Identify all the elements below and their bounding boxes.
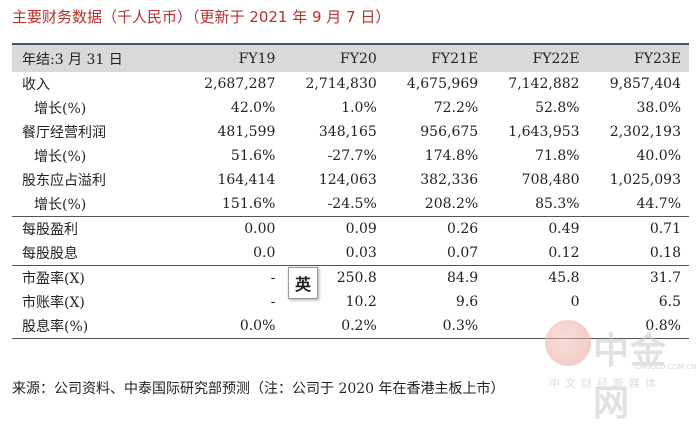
column-header-fiscal-year-end: 年结:3 月 31 日 <box>22 51 123 68</box>
table-cell: 2,714,830 <box>305 76 377 92</box>
table-cell: -24.5% <box>327 196 377 212</box>
table-cell: 208.2% <box>424 196 479 212</box>
watermark-name: 中金网 <box>593 331 668 424</box>
table-cell: 0.26 <box>384 216 487 241</box>
ime-popup[interactable]: 英 <box>288 267 318 299</box>
row-label: 股东应占溢利 <box>22 173 106 189</box>
row-label: 市账率(X) <box>22 295 85 311</box>
table-cell: 9.6 <box>455 294 479 310</box>
table-cell: 0.2% <box>283 314 385 339</box>
column-header-fy23e: FY23E <box>634 50 681 67</box>
table-cell: 0.3% <box>384 314 487 339</box>
table-cell: 174.8% <box>424 148 479 164</box>
table-cell: 85.3% <box>535 196 580 212</box>
table-row-pe-ratio: 市盈率(X) - 250.8 84.9 45.8 31.7 <box>12 265 689 290</box>
row-label: 股息率(%) <box>12 314 182 339</box>
table-row-net-profit: 股东应占溢利 164,414 124,063 382,336 708,480 1… <box>12 168 689 192</box>
header-rule <box>12 43 689 45</box>
table-cell: 6.5 <box>658 294 681 310</box>
table-cell: 0.07 <box>447 245 479 261</box>
table-cell: 2,302,193 <box>609 124 681 140</box>
table-row-revenue: 收入 2,687,287 2,714,830 4,675,969 7,142,8… <box>12 72 689 96</box>
table-row-restaurant-operating-profit: 餐厅经营利润 481,599 348,165 956,675 1,643,953… <box>12 120 689 144</box>
table-cell: 0.8% <box>587 314 689 339</box>
column-header-fy22e: FY22E <box>532 50 580 67</box>
table-cell: 382,336 <box>420 172 479 188</box>
column-header-fy19: FY19 <box>238 50 276 67</box>
table-cell: 44.7% <box>636 196 681 212</box>
table-cell: 1,643,953 <box>508 124 580 140</box>
table-cell: 7,142,882 <box>508 76 580 92</box>
table-row-operating-profit-growth: 增长(%) 51.6% -27.7% 174.8% 71.8% 40.0% <box>12 144 689 168</box>
table-cell: 71.8% <box>535 148 580 164</box>
table-cell: 481,599 <box>217 124 276 140</box>
table-cell: 0 <box>570 294 580 310</box>
table-cell: 1,025,093 <box>609 172 681 188</box>
table-cell: - <box>270 294 276 310</box>
table-cell: 708,480 <box>521 172 580 188</box>
row-label: 收入 <box>22 77 50 93</box>
row-label: 餐厅经营利润 <box>22 125 106 141</box>
source-note: 来源：公司资料、中泰国际研究部预测（注：公司于 2020 年在香港主板上市） <box>12 381 505 397</box>
table-cell: 164,414 <box>217 172 276 188</box>
table-cell: 40.0% <box>636 148 681 164</box>
table-cell: 0.71 <box>587 216 689 241</box>
table-cell: 0.03 <box>345 245 377 261</box>
table-cell: 1.0% <box>341 100 377 116</box>
table-cell: 0.09 <box>283 216 385 241</box>
table-row-net-profit-growth: 增长(%) 151.6% -24.5% 208.2% 85.3% 44.7% <box>12 192 689 217</box>
table-cell: 348,165 <box>318 124 377 140</box>
table-cell: 38.0% <box>636 100 681 116</box>
table-cell: 52.8% <box>535 100 580 116</box>
watermark: 中金网 CNGOLD.COM.CN 中文财经新媒体 <box>545 320 697 424</box>
table-cell: 0.12 <box>548 245 580 261</box>
table-cell: 72.2% <box>433 100 479 116</box>
row-label: 每股股息 <box>22 246 78 262</box>
table-header-row: 年结:3 月 31 日 FY19 FY20 FY21E FY22E FY23E <box>12 45 689 72</box>
table-cell: -27.7% <box>327 148 377 164</box>
table-cell: 45.8 <box>486 265 588 290</box>
table-cell: 0.49 <box>486 216 588 241</box>
table-cell: 51.6% <box>230 148 276 164</box>
table-cell: 9,857,404 <box>609 76 681 92</box>
table-row-dividend-yield: 股息率(%) 0.0% 0.2% 0.3% 0.8% <box>12 314 689 339</box>
table-row-revenue-growth: 增长(%) 42.0% 1.0% 72.2% 52.8% 38.0% <box>12 96 689 120</box>
watermark-subtitle: 中文财经新媒体 <box>549 377 661 390</box>
table-cell: 0.18 <box>649 245 681 261</box>
table-cell: 31.7 <box>587 265 689 290</box>
table-cell: 84.9 <box>384 265 487 290</box>
table-cell: 124,063 <box>318 172 377 188</box>
table-title: 主要财务数据（千人民币）（更新于 2021 年 9 月 7 日） <box>12 8 391 26</box>
table-cell: 2,687,287 <box>204 76 276 92</box>
table-cell: 0.00 <box>182 216 284 241</box>
table-cell: 151.6% <box>222 196 276 212</box>
row-label: 增长(%) <box>34 101 87 117</box>
table-cell: - <box>182 265 284 290</box>
row-label: 增长(%) <box>34 149 87 165</box>
table-cell: 0.0% <box>182 314 284 339</box>
column-header-fy21e: FY21E <box>431 50 479 67</box>
watermark-url: CNGOLD.COM.CN <box>635 363 697 371</box>
row-label: 每股盈利 <box>12 216 182 241</box>
column-header-fy20: FY20 <box>340 50 377 67</box>
table-cell: 42.0% <box>230 100 276 116</box>
watermark-logo-icon <box>545 320 591 366</box>
table-row-dps: 每股股息 0.0 0.03 0.07 0.12 0.18 <box>12 241 689 266</box>
table-cell: 10.2 <box>345 294 377 310</box>
table-cell: 956,675 <box>420 124 479 140</box>
row-label: 增长(%) <box>34 197 87 213</box>
table-row-pb-ratio: 市账率(X) - 10.2 9.6 0 6.5 <box>12 290 689 314</box>
table-row-eps: 每股盈利 0.00 0.09 0.26 0.49 0.71 <box>12 216 689 241</box>
table-cell: 4,675,969 <box>406 76 479 92</box>
financial-data-table: 年结:3 月 31 日 FY19 FY20 FY21E FY22E FY23E … <box>12 45 689 339</box>
row-label: 市盈率(X) <box>12 265 182 290</box>
table-cell: 0.0 <box>253 245 276 261</box>
